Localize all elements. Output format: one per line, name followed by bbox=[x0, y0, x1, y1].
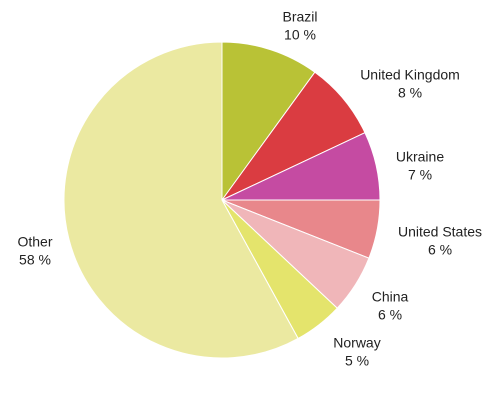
slice-value-label: 6 % bbox=[378, 307, 402, 323]
slice-value-label: 7 % bbox=[408, 167, 432, 183]
slice-value-label: 5 % bbox=[345, 353, 369, 369]
slice-value-label: 58 % bbox=[19, 252, 51, 268]
pie-slice bbox=[221, 41, 316, 202]
slice-label: Norway bbox=[333, 335, 380, 351]
slice-value-label: 6 % bbox=[428, 242, 452, 258]
slice-label: Other bbox=[17, 234, 52, 250]
slice-label: China bbox=[372, 289, 409, 305]
slice-label: Brazil bbox=[282, 9, 317, 25]
slice-value-label: 8 % bbox=[398, 85, 422, 101]
slice-label: United Kingdom bbox=[360, 67, 460, 83]
pie-slice bbox=[63, 41, 299, 359]
slice-label: Ukraine bbox=[396, 149, 444, 165]
slice-value-label: 10 % bbox=[284, 27, 316, 43]
slice-label: United States bbox=[398, 224, 482, 240]
